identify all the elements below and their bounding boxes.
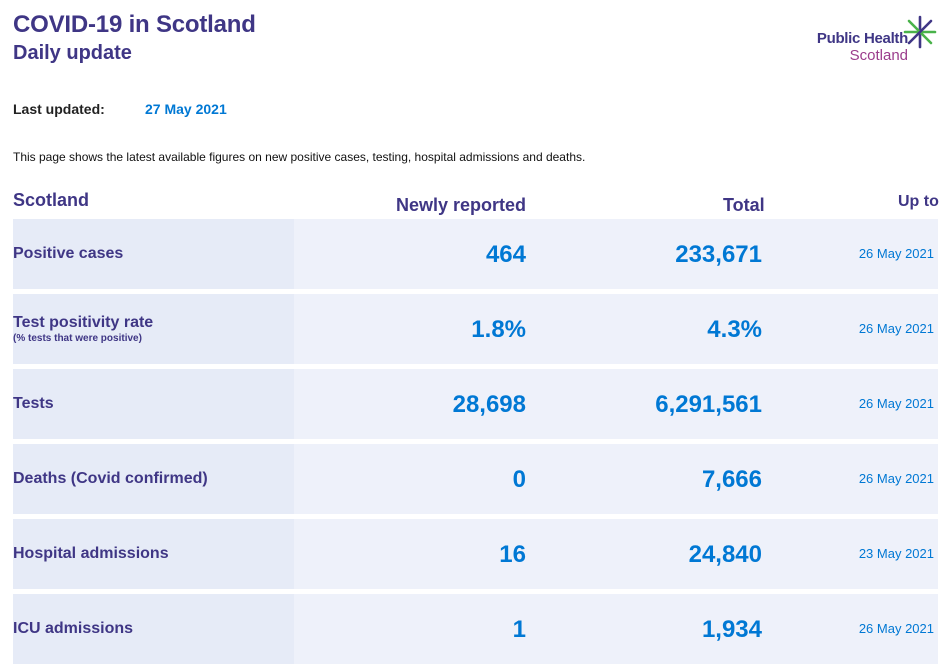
total-value: 1,934: [701, 616, 762, 643]
newly-reported-value: 1: [512, 616, 526, 643]
last-updated-value: 27 May 2021: [145, 101, 227, 117]
intro-text: This page shows the latest available fig…: [13, 150, 586, 164]
table-row: Tests 28,698 6,291,561 26 May 2021: [13, 369, 938, 439]
row-label: Test positivity rate: [13, 314, 154, 331]
star-icon: [903, 15, 937, 49]
table-row: Test positivity rate (% tests that were …: [13, 294, 938, 364]
total-value: 233,671: [675, 241, 762, 268]
table-row: ICU admissions 1 1,934 26 May 2021: [13, 594, 938, 664]
newly-reported-value: 28,698: [452, 391, 526, 418]
column-header-total: Total: [723, 195, 765, 215]
row-label: Deaths (Covid confirmed): [13, 470, 208, 487]
table-row: Hospital admissions 16 24,840 23 May 202…: [13, 519, 938, 589]
total-value: 4.3%: [707, 316, 762, 343]
row-label: ICU admissions: [13, 620, 134, 637]
column-header-new: Newly reported: [396, 195, 527, 215]
logo-line-1: Public Health: [816, 30, 908, 47]
row-label: Positive cases: [13, 245, 124, 262]
total-value: 6,291,561: [655, 391, 762, 418]
page-title: COVID-19 in Scotland: [13, 11, 256, 38]
up-to-date: 26 May 2021: [858, 471, 934, 486]
up-to-date: 23 May 2021: [858, 546, 934, 561]
up-to-date: 26 May 2021: [858, 321, 934, 336]
up-to-date: 26 May 2021: [858, 396, 934, 411]
column-header-region: Scotland: [13, 190, 90, 210]
up-to-date: 26 May 2021: [858, 246, 934, 261]
logo-line-2: Scotland: [849, 47, 908, 64]
last-updated-label: Last updated:: [13, 101, 105, 117]
public-health-scotland-logo[interactable]: Public Health Scotland: [800, 14, 940, 66]
page-subtitle: Daily update: [13, 42, 132, 64]
row-sublabel: (% tests that were positive): [13, 333, 142, 344]
up-to-date: 26 May 2021: [858, 621, 934, 636]
newly-reported-value: 16: [499, 541, 526, 568]
newly-reported-value: 0: [512, 466, 526, 493]
column-header-up-to: Up to: [898, 193, 939, 210]
total-value: 7,666: [701, 466, 762, 493]
row-label: Hospital admissions: [13, 545, 169, 562]
total-value: 24,840: [688, 541, 762, 568]
table-row: Positive cases 464 233,671 26 May 2021: [13, 219, 938, 289]
newly-reported-value: 464: [485, 241, 526, 268]
newly-reported-value: 1.8%: [471, 316, 526, 343]
table-row: Deaths (Covid confirmed) 0 7,666 26 May …: [13, 444, 938, 514]
row-label: Tests: [13, 395, 54, 412]
